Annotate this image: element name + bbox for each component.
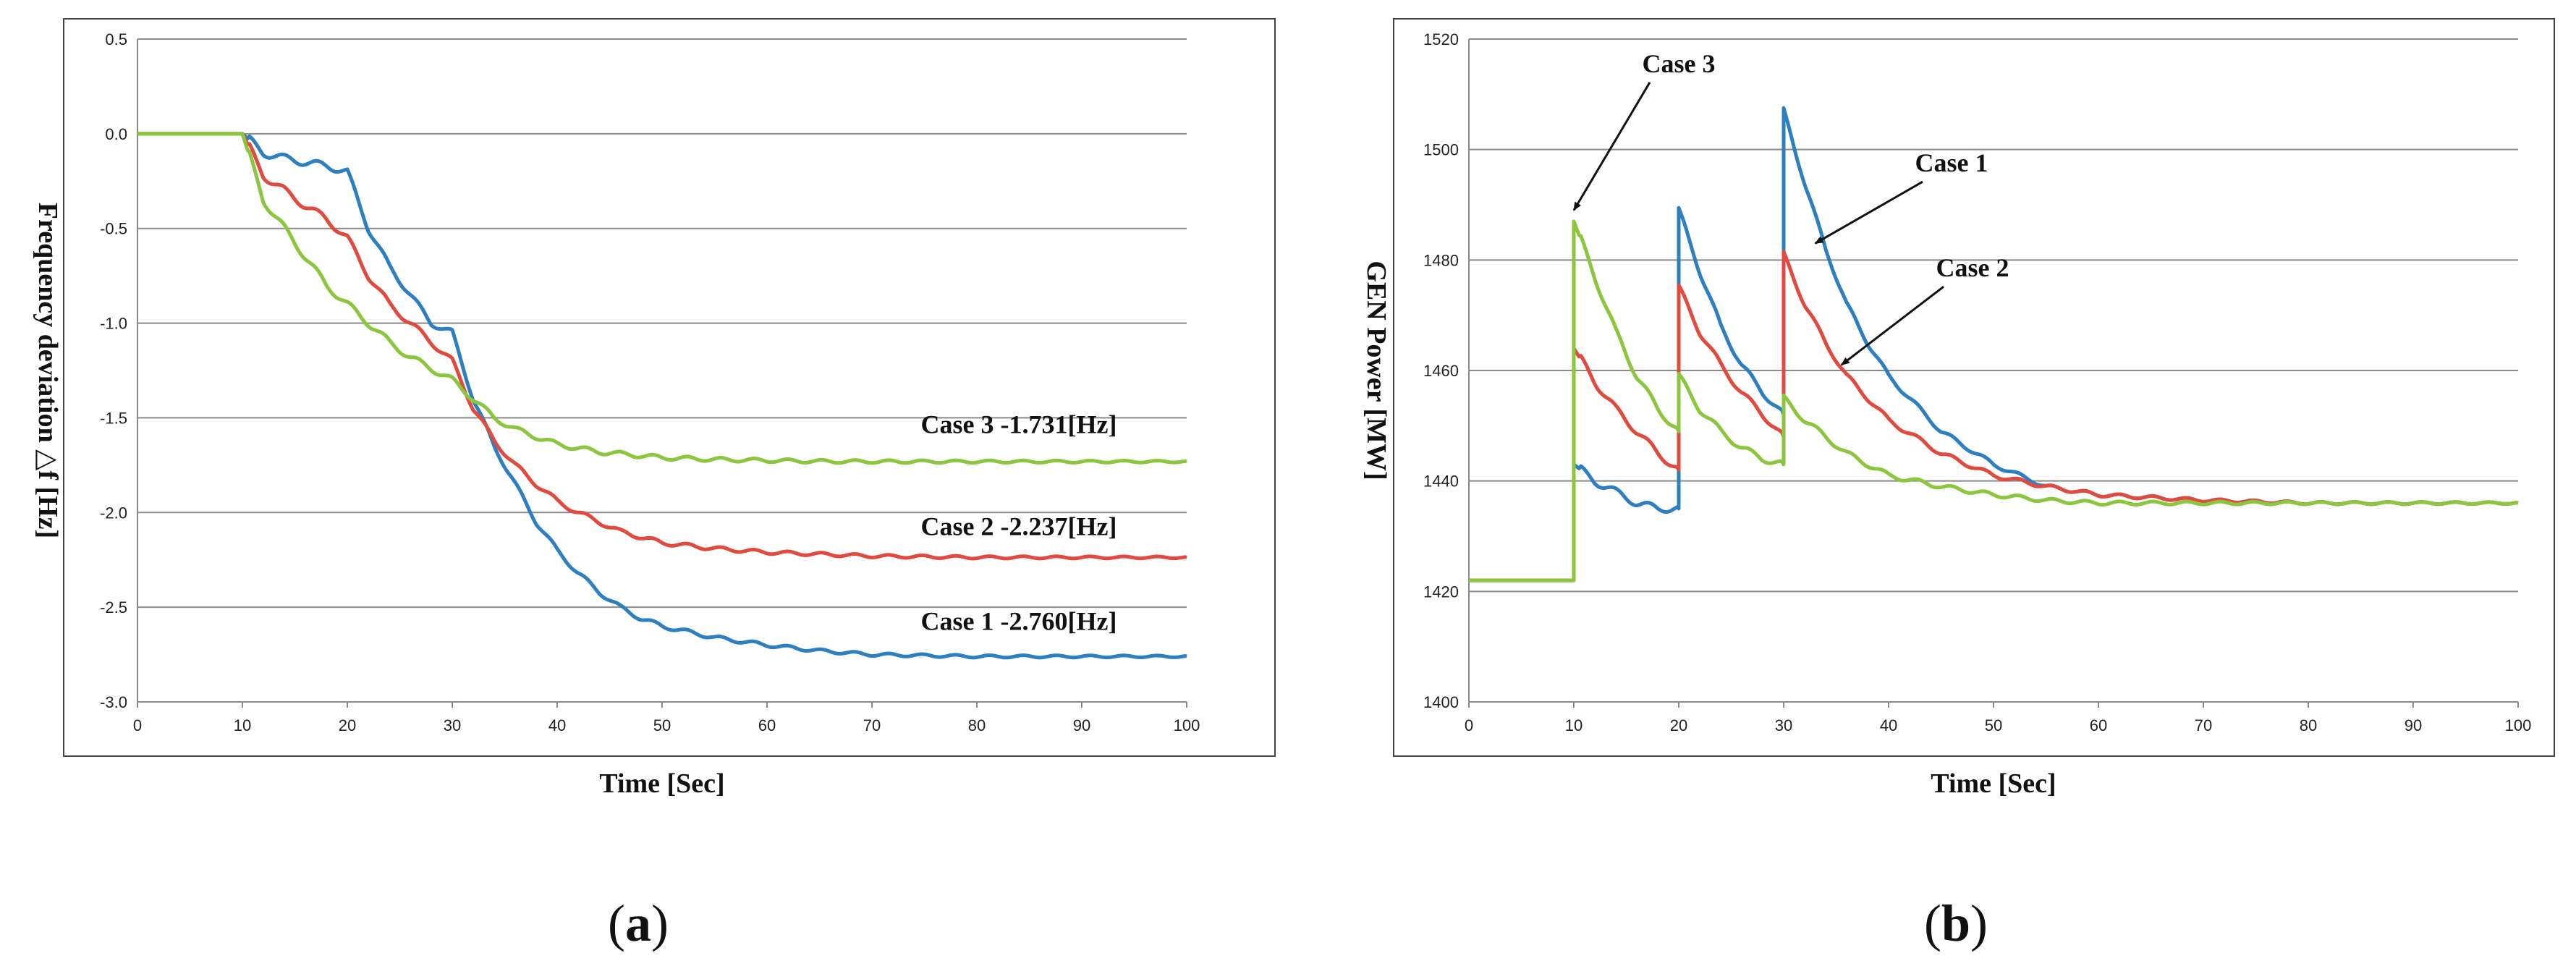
y-axis-title: Frequency deviation △f [Hz] <box>33 203 63 538</box>
x-tick-label: 70 <box>2195 716 2212 734</box>
annotation-arrow <box>1572 82 1651 211</box>
y-axis-title: GEN Power [MW] <box>1361 260 1391 480</box>
series-line-case-1 <box>1468 106 2519 582</box>
annotation-arrow <box>1840 286 1944 366</box>
x-axis-title: Time [Sec] <box>599 768 724 799</box>
series-line-case-2 <box>137 132 1187 561</box>
series-line-case-3 <box>1468 219 2519 582</box>
x-tick-label: 10 <box>1565 716 1583 734</box>
x-tick-label: 90 <box>1073 716 1090 734</box>
x-tick-label: 100 <box>2505 716 2532 734</box>
y-tick-label: 0.5 <box>105 30 127 48</box>
series-line-case-3 <box>137 132 1187 465</box>
y-tick-label: -1.0 <box>100 315 127 333</box>
y-tick-label: 0.0 <box>105 125 127 143</box>
y-tick-label: 1440 <box>1423 473 1459 491</box>
x-tick-label: 20 <box>1670 716 1687 734</box>
y-tick-label: 1520 <box>1423 30 1459 48</box>
chart-frame <box>63 18 1276 757</box>
x-tick-label: 30 <box>1775 716 1792 734</box>
annotation-label: Case 2 <box>1936 253 2009 282</box>
x-tick-label: 40 <box>1880 716 1897 734</box>
y-tick-label: -3.0 <box>100 693 127 711</box>
y-tick-label: 1400 <box>1423 693 1459 711</box>
y-tick-label: -2.0 <box>100 504 127 522</box>
x-tick-label: 10 <box>234 716 251 734</box>
y-tick-label: -2.5 <box>100 598 127 617</box>
y-tick-label: 1480 <box>1423 251 1459 269</box>
x-axis-title: Time [Sec] <box>1931 768 2056 799</box>
x-tick-label: 0 <box>133 716 142 734</box>
y-tick-label: -0.5 <box>100 220 127 238</box>
x-tick-label: 40 <box>548 716 566 734</box>
chart-frequency-deviation: 0.5 0.0 -0.5 -1.0 -1.5 -2.0 -2.5 -3.0 0 10 20 30 40 5… <box>33 18 1276 952</box>
x-tick-label: 50 <box>1985 716 2002 734</box>
x-tick-label: 100 <box>1174 716 1200 734</box>
series-line-case-1 <box>137 132 1187 660</box>
x-tick-label: 70 <box>863 716 881 734</box>
annotation-label: Case 3 <box>1643 49 1716 78</box>
x-tick-label: 80 <box>2300 716 2317 734</box>
annotation-label: Case 1 <box>1915 148 1988 177</box>
annotation-label: Case 1 -2.760[Hz] <box>921 607 1117 636</box>
y-tick-label: 1460 <box>1423 362 1459 380</box>
x-tick-label: 60 <box>758 716 776 734</box>
panel-label: (b) <box>1924 894 1988 952</box>
annotation-label: Case 3 -1.731[Hz] <box>921 410 1117 438</box>
chart-gen-power: 1520 1500 1480 1460 1440 1420 1400 0 10 20 30 40 50 6… <box>1361 18 2555 952</box>
y-tick-label: 1500 <box>1423 141 1459 159</box>
x-tick-label: 30 <box>444 716 461 734</box>
x-tick-label: 60 <box>2090 716 2107 734</box>
chart-frame <box>1393 18 2555 757</box>
x-tick-label: 20 <box>339 716 356 734</box>
y-tick-label: -1.5 <box>100 409 127 427</box>
x-tick-label: 0 <box>1465 716 1473 734</box>
annotation-label: Case 2 -2.237[Hz] <box>921 512 1117 541</box>
y-tick-label: 1420 <box>1423 582 1459 601</box>
x-tick-label: 80 <box>968 716 986 734</box>
panel-label: (a) <box>608 894 669 952</box>
series-line-case-2 <box>1468 250 2519 582</box>
annotation-arrow <box>1814 180 1923 245</box>
x-tick-label: 90 <box>2405 716 2422 734</box>
x-tick-label: 50 <box>653 716 671 734</box>
